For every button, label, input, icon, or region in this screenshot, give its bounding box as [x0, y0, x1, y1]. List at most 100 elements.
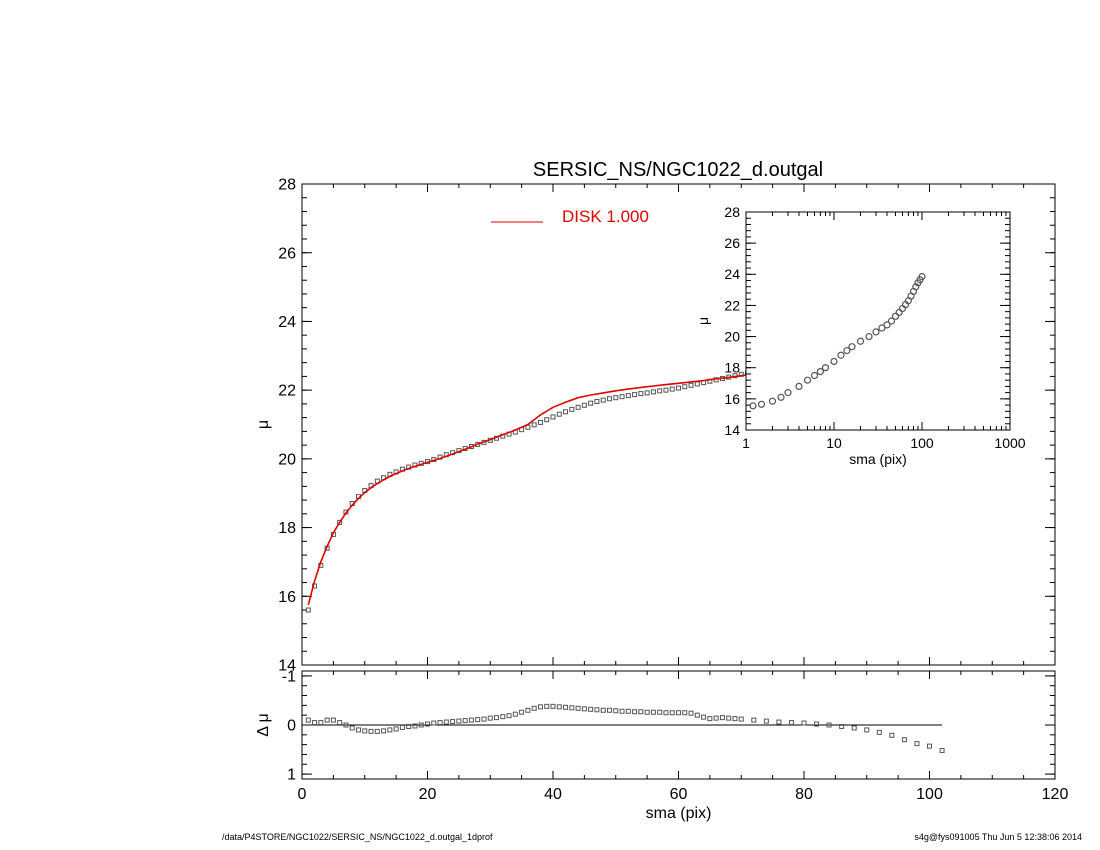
residuals-point [619, 708, 625, 714]
residuals-point [343, 722, 349, 728]
residuals-point [456, 718, 462, 724]
residuals-point [550, 703, 556, 709]
inset-profile-ytick-label: 14 [724, 422, 740, 438]
main-profile-ytick-label: 24 [278, 314, 296, 331]
residuals-point [318, 720, 324, 726]
inset-profile-ytick-label: 24 [724, 266, 740, 282]
residuals-point [876, 729, 882, 735]
residuals-point [864, 727, 870, 733]
residuals-point [826, 722, 832, 728]
residuals-point [330, 717, 336, 723]
residuals-xtick-label: 100 [916, 786, 943, 803]
residuals-point [606, 707, 612, 713]
main-profile-point [569, 406, 575, 412]
inset-profile-point [843, 346, 851, 355]
inset-profile-xtick-label: 1000 [994, 435, 1025, 451]
main-profile-point [600, 397, 606, 403]
residuals-point [368, 728, 374, 734]
inset-profile-point [848, 343, 856, 351]
inset-profile-point [878, 324, 886, 332]
inset-profile-xlabel: sma (pix) [849, 451, 907, 467]
residuals-point [337, 720, 343, 726]
residuals-point [927, 743, 932, 749]
inset-profile-ytick-label: 22 [724, 297, 740, 313]
main-profile-point [619, 394, 625, 400]
main-profile-point [638, 391, 644, 397]
residuals-point [481, 716, 487, 722]
inset-profile-ytick-label: 20 [724, 328, 740, 344]
residuals-point [914, 741, 920, 747]
residuals-point [512, 711, 518, 717]
main-profile-point [688, 382, 694, 388]
main-profile-point [694, 381, 700, 387]
inset-profile-point [749, 402, 757, 410]
residuals-point [788, 720, 794, 726]
inset-profile-point [821, 364, 830, 372]
residuals-point [462, 718, 468, 724]
residuals-point [544, 703, 550, 709]
main-profile-point [682, 384, 688, 390]
inset-profile-point [777, 393, 785, 401]
residuals-point [381, 728, 387, 734]
residuals-point [494, 715, 500, 721]
main-profile-point [644, 390, 650, 396]
residuals-ytick-label: 0 [287, 718, 296, 735]
footer-file-path: /data/P4STORE/NGC1022/SERSIC_NS/NGC1022_… [222, 832, 493, 842]
residuals-point [763, 718, 769, 724]
residuals-point [500, 714, 506, 720]
residuals-point [901, 737, 907, 743]
residuals-point [688, 710, 694, 716]
chart-title: SERSIC_NS/NGC1022_d.outgal [533, 159, 823, 181]
footer-timestamp: s4g@fys091005 Thu Jun 5 12:38:06 2014 [914, 832, 1082, 842]
inset-profile-ytick-label: 18 [724, 360, 740, 376]
inset-profile-point [757, 400, 766, 408]
main-profile-point [544, 417, 550, 423]
inset-profile-point [837, 351, 845, 359]
residuals-point [305, 717, 311, 723]
residuals-point [889, 732, 895, 738]
residuals-point [707, 716, 713, 722]
residuals-point [594, 707, 600, 713]
residuals-xtick-label: 0 [298, 786, 307, 803]
residuals-ylabel: Δ μ [255, 713, 272, 736]
residuals-point [726, 715, 732, 721]
residuals-point [399, 724, 405, 730]
inset-profile-ytick-label: 16 [724, 391, 740, 407]
residuals-point [412, 723, 418, 729]
residuals-point [939, 748, 945, 754]
residuals-point [644, 709, 650, 715]
main-profile-point [581, 402, 587, 408]
residuals-point [663, 710, 669, 716]
residuals-point [801, 720, 807, 726]
inset-profile-point [768, 397, 777, 405]
residuals-point [537, 704, 543, 710]
inset-profile-point [803, 376, 812, 384]
main-profile-point [657, 388, 663, 394]
inset-profile-point [891, 312, 900, 320]
inset-profile-xtick-label: 1 [742, 435, 750, 451]
residuals-point [657, 709, 663, 715]
main-profile-ytick-label: 28 [278, 177, 296, 194]
main-profile-point [337, 519, 343, 525]
main-profile-point [613, 395, 619, 401]
residuals-point [613, 708, 619, 714]
inset-background [746, 212, 1010, 430]
main-profile-point [556, 411, 562, 417]
inset-profile-point [883, 321, 891, 329]
inset-profile-point [865, 332, 873, 341]
residuals-point [676, 710, 681, 716]
residuals-point [437, 720, 443, 726]
residuals-point [355, 727, 361, 733]
main-profile-point [305, 607, 311, 613]
residuals-point [431, 720, 437, 726]
inset-profile-point [887, 317, 896, 325]
residuals-point [682, 710, 688, 716]
inset-profile-ytick-label: 28 [724, 204, 740, 220]
main-profile-point [531, 422, 537, 428]
residuals-point [406, 723, 412, 729]
inset-profile-ytick-label: 26 [724, 235, 740, 251]
residuals-point [600, 707, 606, 713]
residuals-xtick-label: 60 [670, 786, 688, 803]
residuals-point [650, 709, 656, 715]
